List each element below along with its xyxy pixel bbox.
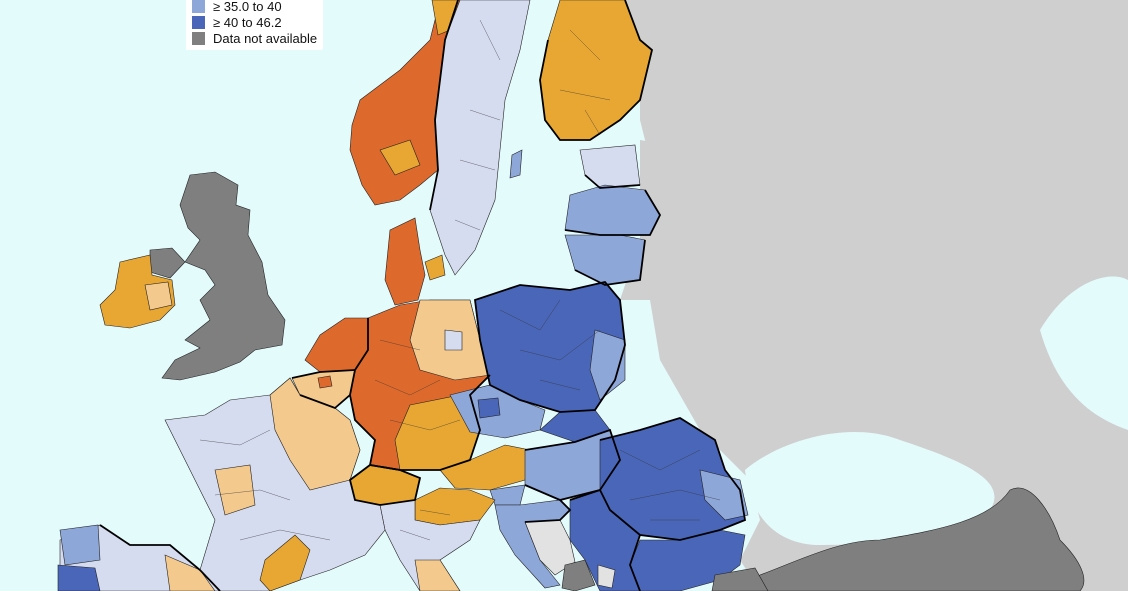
caspian-region-land <box>1040 276 1128 430</box>
region-france-sw <box>214 464 256 516</box>
region-macedonia <box>711 567 769 591</box>
region-galicia <box>59 524 101 566</box>
region-berlin <box>444 329 463 351</box>
region-france-east <box>269 377 361 491</box>
region-romania-east <box>699 469 749 521</box>
border-poland <box>474 280 626 413</box>
legend-swatch <box>192 0 205 13</box>
border-benelux <box>291 369 356 410</box>
region-kosovo <box>597 564 616 589</box>
legend-label: Data not available <box>213 30 318 46</box>
region-northern-ireland <box>149 247 186 279</box>
region-ireland <box>99 254 176 329</box>
border-finland <box>539 0 654 141</box>
region-spain-east <box>164 554 216 591</box>
border-norway-sweden <box>429 0 459 211</box>
region-portugal-north <box>57 564 101 591</box>
region-poland-east <box>589 329 626 401</box>
non-eu-land-east <box>620 0 1128 591</box>
border-romania <box>599 417 747 541</box>
legend-label: ≥ 40 to 46.2 <box>213 14 282 30</box>
region-ireland-east <box>144 281 173 311</box>
region-brussels <box>317 375 333 389</box>
region-italy-south <box>414 559 461 591</box>
map-legend: ≥ 35.0 to 40 ≥ 40 to 46.2 Data not avail… <box>186 0 324 50</box>
region-prague <box>477 397 501 419</box>
region-zealand <box>424 254 446 281</box>
region-gotland <box>509 149 523 179</box>
legend-swatch <box>192 31 205 45</box>
border-hungary <box>524 428 621 501</box>
border-france-spain <box>99 524 221 591</box>
region-turkey <box>739 487 1085 591</box>
region-estonia <box>579 144 641 189</box>
legend-swatch <box>192 15 205 29</box>
legend-label: ≥ 35.0 to 40 <box>213 0 282 14</box>
region-italy <box>379 499 481 591</box>
black-sea <box>745 431 995 545</box>
legend-item: ≥ 35.0 to 40 <box>192 0 317 14</box>
region-lithuania <box>564 234 646 286</box>
region-montenegro <box>561 559 596 591</box>
legend-item: ≥ 40 to 46.2 <box>192 14 317 30</box>
region-denmark <box>384 217 426 306</box>
legend-item: Data not available <box>192 30 317 46</box>
region-norway-central <box>379 139 421 176</box>
region-italy-north <box>414 487 496 526</box>
region-france-south <box>259 534 311 591</box>
region-uk <box>161 171 286 381</box>
inner-region-lines <box>199 19 721 541</box>
border-switzerland <box>348 464 422 506</box>
region-slovakia <box>539 409 611 443</box>
border-baltics <box>564 174 662 286</box>
